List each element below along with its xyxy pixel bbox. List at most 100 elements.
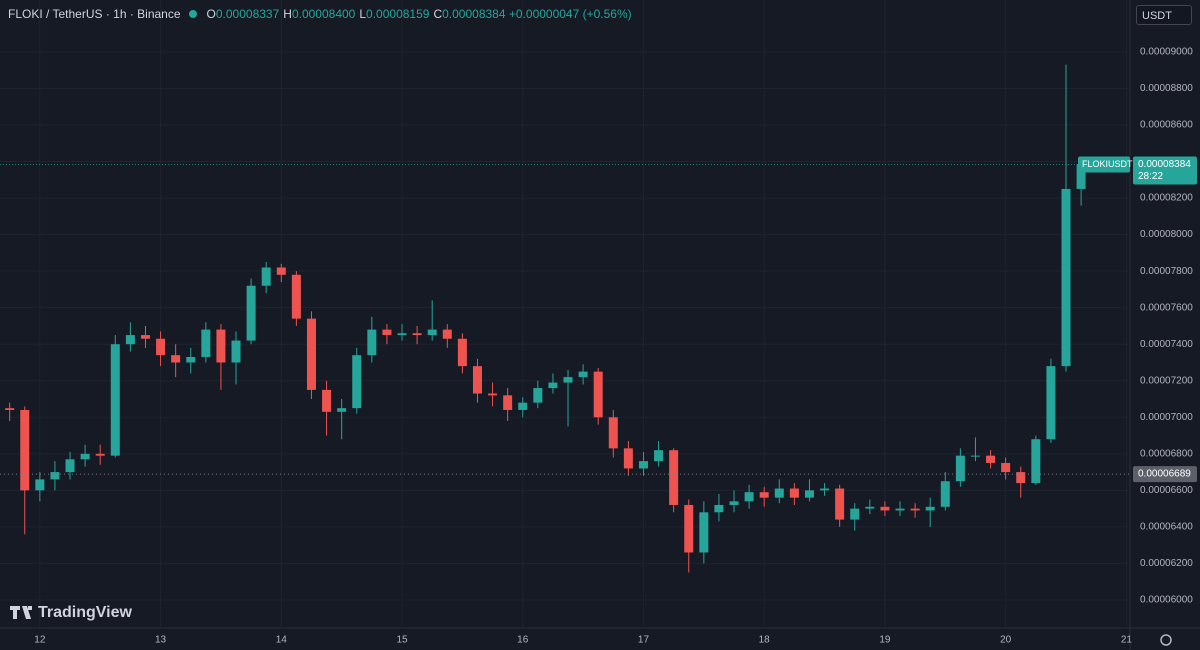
candle-body bbox=[80, 453, 90, 460]
candle-body bbox=[1001, 462, 1011, 473]
brand-name: TradingView bbox=[38, 604, 133, 621]
candle-body bbox=[789, 488, 799, 498]
price-line-badge bbox=[1133, 466, 1197, 483]
candle-body bbox=[171, 355, 181, 363]
y-tick-label: 0.00007000 bbox=[1140, 412, 1193, 423]
x-tick-label: 16 bbox=[517, 635, 529, 646]
y-tick-label: 0.00006800 bbox=[1140, 448, 1193, 459]
y-tick-label: 0.00007200 bbox=[1140, 375, 1193, 386]
y-tick-label: 0.00007400 bbox=[1140, 339, 1193, 350]
candle-body bbox=[910, 508, 920, 511]
x-tick-label: 17 bbox=[638, 635, 650, 646]
candle-body bbox=[548, 382, 558, 389]
y-tick-label: 0.00008600 bbox=[1140, 120, 1193, 131]
candle-body bbox=[729, 501, 739, 505]
change: +0.00000047 (+0.56%) bbox=[508, 7, 632, 21]
y-tick-label: 0.00007800 bbox=[1140, 266, 1193, 277]
candle-body bbox=[744, 492, 754, 502]
candle-body bbox=[261, 267, 271, 286]
candle-body bbox=[457, 338, 467, 367]
candle-body bbox=[518, 402, 528, 410]
candle-body bbox=[684, 504, 694, 553]
candle-body bbox=[442, 329, 452, 339]
candle-body bbox=[125, 335, 135, 345]
candle-body bbox=[246, 285, 256, 341]
candle-body bbox=[940, 481, 950, 507]
ohlc-value: 0.00008400 bbox=[291, 7, 356, 21]
candle-body bbox=[714, 504, 724, 513]
ohlc-label: H bbox=[283, 7, 292, 21]
ohlc-value: 0.00008384 bbox=[442, 7, 506, 21]
y-tick-label: 0.00006000 bbox=[1140, 595, 1193, 606]
x-tick-label: 19 bbox=[879, 635, 891, 646]
candle-body bbox=[880, 506, 890, 511]
candle-body bbox=[427, 329, 437, 336]
currency-select[interactable]: USDT bbox=[1136, 5, 1192, 25]
candle-body bbox=[5, 408, 15, 410]
symbol-title[interactable]: FLOKI / TetherUS · 1h · Binance bbox=[8, 7, 181, 21]
candle-body bbox=[850, 508, 860, 520]
candle-body bbox=[593, 371, 603, 418]
candle-body bbox=[970, 455, 980, 457]
y-tick-label: 0.00006600 bbox=[1140, 485, 1193, 496]
candle-body bbox=[382, 329, 392, 336]
candle-body bbox=[95, 453, 105, 456]
settings-icon[interactable] bbox=[1160, 634, 1172, 646]
countdown: 28:22 bbox=[1138, 171, 1163, 182]
candle-body bbox=[638, 461, 648, 469]
candle-body bbox=[201, 329, 211, 358]
candle-body bbox=[563, 377, 573, 383]
candle-body bbox=[367, 329, 377, 356]
x-tick-label: 18 bbox=[759, 635, 771, 646]
candle-body bbox=[533, 388, 543, 403]
candle-body bbox=[397, 333, 407, 336]
candle-body bbox=[623, 448, 633, 469]
last-price-label: 0.00008384 bbox=[1138, 159, 1191, 170]
candle-body bbox=[759, 492, 769, 498]
candle-body bbox=[352, 355, 362, 409]
candle-body bbox=[291, 274, 301, 319]
ohlc-value: 0.00008337 bbox=[215, 7, 280, 21]
x-tick-label: 14 bbox=[276, 635, 288, 646]
ohlc-value: 0.00008159 bbox=[366, 7, 430, 21]
header: FLOKI / TetherUS · 1h · Binance O0.000083… bbox=[8, 7, 632, 21]
candle-body bbox=[699, 512, 709, 553]
candle-body bbox=[216, 329, 226, 363]
symbol-badge bbox=[1078, 156, 1130, 173]
candle-body bbox=[140, 335, 150, 339]
last-price-badge bbox=[1133, 156, 1197, 185]
candle-body bbox=[865, 506, 875, 509]
candle-body bbox=[337, 408, 347, 412]
candle-body bbox=[276, 267, 286, 275]
y-tick-label: 0.00008200 bbox=[1140, 193, 1193, 204]
candle-body bbox=[231, 340, 241, 363]
candle-body bbox=[608, 417, 618, 449]
y-tick-label: 0.00008800 bbox=[1140, 83, 1193, 94]
candle-body bbox=[925, 506, 935, 511]
ohlc-label: C bbox=[433, 7, 443, 21]
x-tick-label: 20 bbox=[1000, 635, 1012, 646]
candle-body bbox=[20, 409, 30, 491]
x-tick-label: 12 bbox=[34, 635, 46, 646]
candle-body bbox=[35, 479, 45, 491]
candle-body bbox=[156, 338, 166, 356]
candle-body bbox=[472, 366, 482, 394]
candle-body bbox=[488, 393, 498, 396]
x-tick-label: 15 bbox=[396, 635, 408, 646]
candle-body bbox=[412, 333, 422, 336]
candle-body bbox=[986, 455, 996, 463]
ohlc-label: L bbox=[359, 7, 367, 21]
candle-body bbox=[1061, 188, 1071, 367]
candle-body bbox=[654, 450, 664, 462]
candle-body bbox=[895, 508, 905, 511]
candle-body bbox=[669, 450, 679, 505]
candle-body bbox=[578, 371, 588, 378]
logo-icon bbox=[10, 606, 32, 619]
candle-body bbox=[110, 344, 120, 456]
y-tick-label: 0.00007600 bbox=[1140, 302, 1193, 313]
x-tick-label: 13 bbox=[155, 635, 167, 646]
candle-body bbox=[65, 459, 75, 473]
y-tick-label: 0.00008000 bbox=[1140, 229, 1193, 240]
